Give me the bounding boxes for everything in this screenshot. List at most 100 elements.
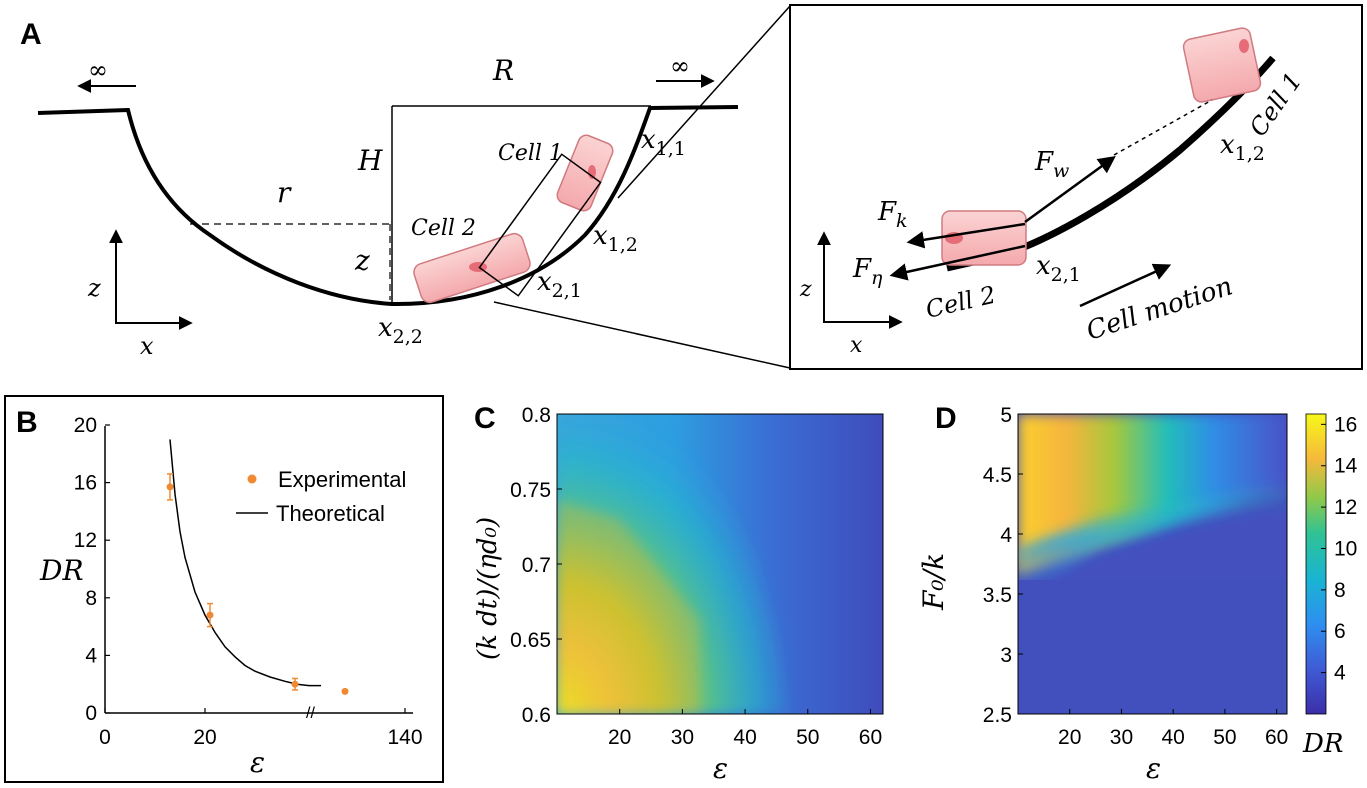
panel-c: C 0.6 0.65 0.7 0.75 0.8 20 30 40 50 60 (k dt)/(η… <box>473 402 884 785</box>
inset-label-cell-2: Cell 2 <box>923 281 998 324</box>
label-cell-1: Cell 1 <box>498 141 563 166</box>
d-x-label: ε <box>1146 752 1161 785</box>
arrow-Fw <box>1024 155 1116 224</box>
label-x21: x2,1 <box>537 267 582 302</box>
cell-1-image <box>556 134 614 212</box>
b-y-ticks: 0 4 8 12 16 20 <box>74 414 110 725</box>
c-y-tick-label: 0.75 <box>510 479 551 502</box>
label-x11: x1,1 <box>641 125 686 160</box>
arrow-Feta <box>889 244 1026 281</box>
b-experimental-point <box>291 680 299 688</box>
c-y-tick-label: 0.6 <box>522 704 551 727</box>
c-x-tick-label: 50 <box>796 726 819 749</box>
inset-cell-2 <box>941 210 1027 266</box>
label-x22: x2,2 <box>378 313 423 348</box>
inset-label-x12: x1,2 <box>1220 130 1265 165</box>
b-experimental-points <box>166 473 349 695</box>
zoom-line-bottom <box>493 301 791 369</box>
c-x-tick-label: 60 <box>859 726 882 749</box>
label-Feta: Fη <box>852 254 883 289</box>
d-colorbar <box>1305 413 1327 715</box>
right-infinity-label: ∞ <box>670 52 690 80</box>
d-x-tick-label: 60 <box>1265 726 1288 749</box>
colorbar-tick-label: 6 <box>1334 620 1346 643</box>
b-legend-experimental-marker <box>247 474 257 484</box>
colorbar-tick-label: 16 <box>1334 413 1357 436</box>
c-y-tick-label: 0.7 <box>522 554 551 577</box>
c-x-tick-label: 20 <box>608 726 631 749</box>
inset-axis-z-label: z <box>799 277 812 302</box>
panel-a: A ∞ ∞ R H r z Cell 1 Cell 2 <box>20 4 1363 370</box>
c-y-tick-label: 0.8 <box>522 404 551 427</box>
inset-cell-1 <box>1182 27 1262 103</box>
c-x-tick-label: 30 <box>671 726 694 749</box>
arrow-Fk <box>906 222 1026 249</box>
d-colorbar-label: DR <box>1302 729 1343 759</box>
d-x-tick-label: 40 <box>1162 726 1185 749</box>
c-y-label: (k dt)/(ηd₀) <box>473 517 503 660</box>
d-y-tick-label: 4.5 <box>983 464 1012 487</box>
d-plot-frame <box>1017 413 1288 715</box>
label-cell-2: Cell 2 <box>411 216 476 241</box>
d-y-tick-label: 3 <box>1000 644 1012 667</box>
colorbar-tick-label: 4 <box>1334 662 1346 685</box>
b-experimental-point <box>166 483 174 491</box>
c-x-ticks: 20 30 40 50 60 <box>608 709 882 749</box>
b-experimental-point <box>341 687 349 695</box>
d-y-tick-label: 5 <box>1000 404 1012 427</box>
panel-label-d: D <box>935 402 957 435</box>
d-y-tick-label: 3.5 <box>983 584 1012 607</box>
label-z: z <box>354 244 370 277</box>
d-x-tick-label: 20 <box>1058 726 1081 749</box>
b-y-tick-label: 8 <box>85 587 97 610</box>
b-x-tick-label: 20 <box>193 726 216 749</box>
arrow-cell-motion <box>1079 263 1172 308</box>
left-infinity-label: ∞ <box>88 56 108 84</box>
panel-d: D 2.5 3 3.5 4 4.5 5 20 30 40 50 60 F₀/k ε 4 6 8 10 12… <box>917 402 1358 785</box>
d-y-tick-label: 4 <box>1000 524 1012 547</box>
panel-b-frame <box>4 395 444 783</box>
b-y-tick-label: 20 <box>74 414 97 437</box>
label-R: R <box>492 54 514 87</box>
b-legend-experimental: Experimental <box>278 467 406 492</box>
d-x-tick-label: 30 <box>1110 726 1133 749</box>
b-axis-break: // <box>306 705 315 722</box>
label-x12: x1,2 <box>593 221 638 256</box>
label-Fw: Fw <box>1034 147 1069 182</box>
panel-label-c: C <box>474 402 496 435</box>
b-y-tick-label: 0 <box>85 702 97 725</box>
inset: Fw Fk Fη Cell 2 Cell 1 Cell motion x1,2 … <box>799 27 1308 358</box>
b-x-ticks: 0 20 140 <box>99 708 423 749</box>
b-y-tick-label: 16 <box>74 472 97 495</box>
axis-x-label: x <box>140 332 154 360</box>
b-y-label: DR <box>39 554 84 587</box>
d-y-ticks: 2.5 3 3.5 4 4.5 5 <box>983 404 1023 727</box>
b-y-tick-label: 4 <box>85 644 97 667</box>
d-y-label: F₀/k <box>917 553 950 611</box>
zoom-line-top <box>617 5 791 199</box>
d-x-ticks: 20 30 40 50 60 <box>1058 709 1288 749</box>
colorbar-tick-label: 14 <box>1334 455 1358 478</box>
inset-frame <box>789 4 1363 370</box>
c-y-tick-label: 0.65 <box>510 629 551 652</box>
panel-label-a: A <box>20 18 42 51</box>
d-heatmap <box>1018 414 1287 714</box>
label-r: r <box>277 176 292 209</box>
b-experimental-point <box>206 611 214 619</box>
colorbar-tick-label: 10 <box>1334 537 1357 560</box>
axis-z-label: z <box>87 274 101 302</box>
label-Fk: Fk <box>877 197 908 232</box>
c-x-label: ε <box>713 752 728 785</box>
b-x-tick-label: 0 <box>99 726 111 749</box>
c-heatmap <box>557 414 883 714</box>
b-x-tick-label: 140 <box>387 726 422 749</box>
colorbar-tick-label: 8 <box>1334 579 1346 602</box>
colorbar-tick-label: 12 <box>1334 496 1357 519</box>
label-H: H <box>357 144 383 177</box>
inset-dashed-link <box>1113 99 1213 156</box>
b-theoretical-line <box>169 439 321 687</box>
d-x-tick-label: 50 <box>1213 726 1236 749</box>
pit-surface-curve <box>37 105 739 307</box>
